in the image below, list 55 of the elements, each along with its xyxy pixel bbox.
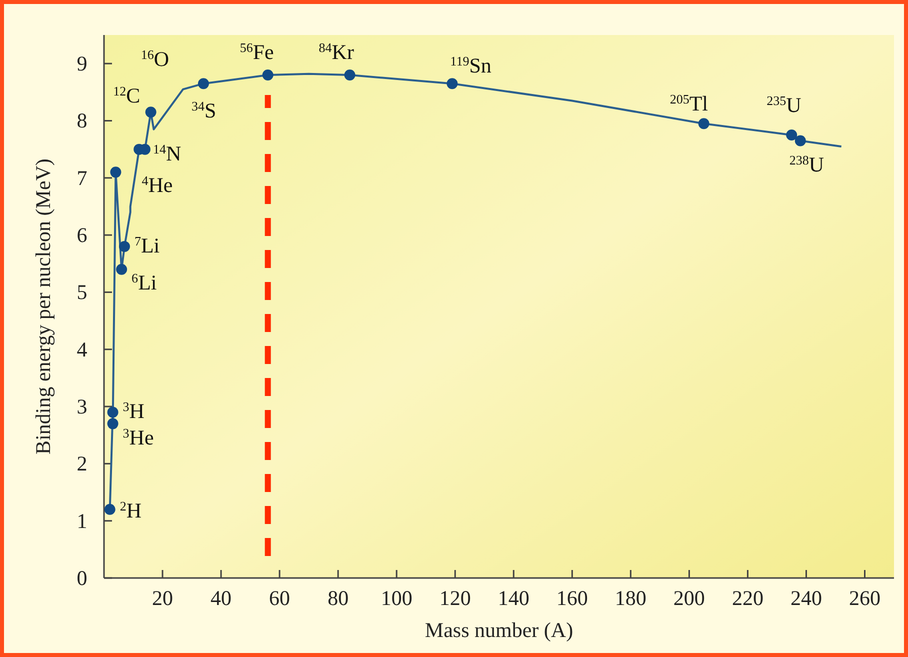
- point: [145, 106, 156, 118]
- point: [107, 418, 118, 430]
- y-tick-label: 7: [76, 166, 88, 190]
- y-tick-label: 8: [76, 108, 88, 133]
- x-tick-label: 20: [152, 586, 174, 610]
- x-axis-title: Mass number (A): [424, 618, 574, 642]
- point: [698, 118, 710, 130]
- point: [107, 406, 118, 418]
- x-tick-label: 240: [790, 586, 822, 610]
- x-tick-label: 160: [556, 586, 588, 610]
- annotation: $^{205}$Tl: [670, 91, 708, 116]
- x-tick-label: 200: [673, 586, 705, 610]
- annotation: $^{119}$Sn: [450, 53, 492, 78]
- annotation: $^{235}$U: [766, 92, 802, 118]
- x-tick-label: 120: [439, 586, 471, 610]
- annotation: $^{7}$Li: [134, 233, 160, 258]
- x-tick-label: 80: [328, 586, 349, 610]
- point: [786, 130, 798, 141]
- y-tick-label: 6: [76, 223, 88, 248]
- point: [116, 264, 128, 275]
- annotation: $^{238}$U: [789, 152, 824, 177]
- point: [262, 70, 274, 81]
- annotation: $^{84}$Kr: [318, 40, 354, 64]
- y-tick-label: 3: [76, 394, 88, 419]
- x-tick-label: 40: [210, 586, 232, 610]
- annotation: $^{12}$C: [113, 83, 140, 108]
- point: [344, 70, 356, 81]
- y-tick-label: 9: [76, 52, 88, 76]
- annotation: $^{14}$N: [152, 141, 182, 166]
- x-tick-label: 140: [498, 586, 530, 610]
- y-tick-label: 4: [76, 337, 88, 362]
- annotation: $^{6}$Li: [132, 270, 157, 294]
- x-tick-label: 60: [269, 586, 290, 610]
- annotation: $^{3}$H: [122, 399, 144, 424]
- annotation: $^{4}$He: [142, 173, 173, 198]
- point: [104, 504, 116, 515]
- annotation: $^{16}$O: [140, 47, 169, 72]
- x-tick-label: 220: [732, 586, 764, 610]
- annotation: $^{3}$He: [122, 426, 154, 450]
- x-tick-label: 180: [614, 586, 646, 610]
- annotation: $^{56}$Fe: [240, 40, 274, 64]
- y-tick-label: 5: [76, 280, 88, 304]
- y-tick-label: 1: [76, 508, 88, 533]
- point: [118, 240, 130, 252]
- point: [198, 78, 209, 90]
- point: [110, 166, 122, 178]
- y-tick-label: 2: [76, 452, 88, 476]
- y-tick-label: 0: [76, 566, 88, 590]
- point: [446, 78, 458, 90]
- x-tick-label: 100: [380, 586, 412, 610]
- y-axis-title: Binding energy per nucleon (MeV): [31, 158, 55, 454]
- annotation: $^{2}$H: [120, 498, 142, 522]
- x-tick-label: 260: [848, 586, 880, 610]
- point: [794, 135, 806, 146]
- annotation: $^{34}$S: [191, 98, 216, 123]
